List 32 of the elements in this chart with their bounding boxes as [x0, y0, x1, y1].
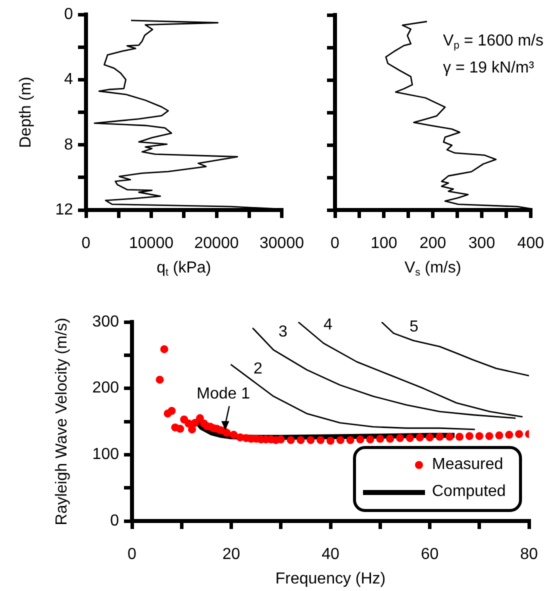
y-tick-label: 8	[64, 136, 74, 154]
x-tick-label: 300	[468, 235, 496, 252]
x-tick-label: 200	[419, 235, 446, 252]
y-axis-title: Depth (m)	[17, 76, 34, 148]
x-tick-label: 60	[420, 546, 439, 564]
x-tick-label: 20000	[194, 235, 239, 252]
y-tick-label: 100	[92, 446, 120, 464]
x-tick-label: 100	[370, 235, 398, 252]
annotation: γ = 19 kN/m³	[443, 59, 535, 76]
y-tick-label: 4	[64, 71, 74, 88]
x-tick-label: 30000	[260, 235, 304, 252]
annotation: 5	[410, 318, 419, 336]
y-axis-title: Rayleigh Wave Velocity (m/s)	[53, 318, 70, 526]
annotation: 3	[278, 323, 288, 340]
annotation: Mode 1	[196, 386, 250, 403]
x-tick-label: 0	[128, 546, 137, 564]
y-tick-label: 0	[64, 6, 74, 24]
x-tick-label: 40	[322, 546, 340, 564]
x-tick-label: 20	[222, 546, 240, 564]
x-tick-label: 0	[330, 235, 340, 252]
y-tick-label: 0	[110, 512, 120, 530]
x-axis-title: Frequency (Hz)	[275, 570, 386, 588]
y-tick-label: 12	[55, 201, 74, 218]
y-tick-label: 200	[92, 380, 120, 397]
y-tick-label: 300	[92, 313, 120, 330]
x-tick-label: 10000	[129, 235, 174, 252]
x-tick-label: 80	[520, 546, 538, 564]
annotation: 2	[254, 360, 263, 378]
legend-label: Computed	[432, 483, 506, 501]
legend-label: Measured	[432, 456, 504, 474]
annotation: 4	[324, 316, 333, 334]
x-tick-label: 400	[517, 235, 544, 252]
